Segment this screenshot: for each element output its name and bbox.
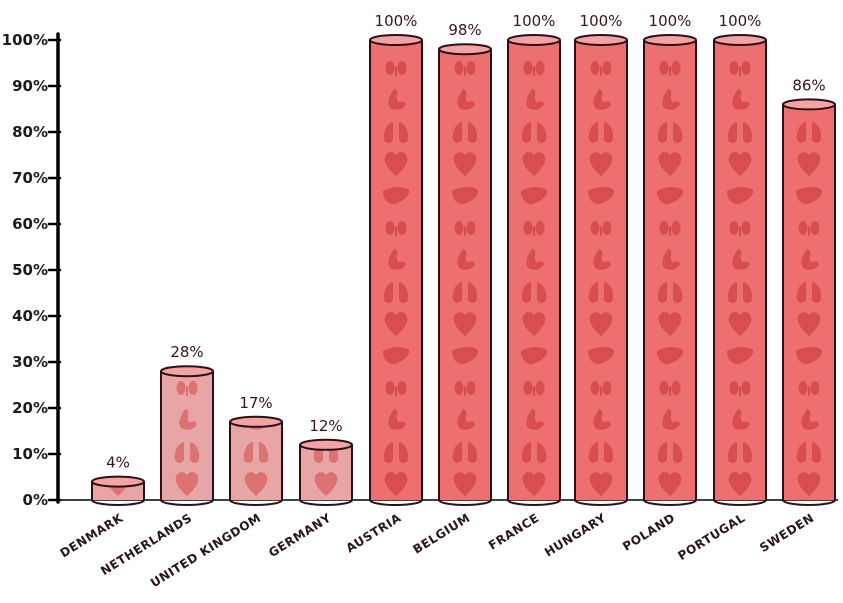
y-tick-label: 80% [12, 123, 48, 141]
bar-outline [229, 421, 283, 506]
y-tick-label: 30% [12, 353, 48, 371]
bar-cap [782, 98, 836, 111]
y-tick-label: 20% [12, 399, 48, 417]
bar: 100% [507, 12, 561, 506]
bar-cap [369, 34, 423, 46]
bar: 100% [369, 12, 423, 506]
bar: 17% [229, 394, 283, 506]
bar: 12% [299, 417, 353, 506]
bar-cap [713, 34, 767, 46]
bar-cap [229, 415, 283, 428]
category-label: BELGIUM [410, 511, 472, 557]
bar: 100% [713, 12, 767, 506]
data-label: 4% [106, 454, 130, 472]
bar-cap [507, 34, 561, 46]
category-label: SWEDEN [757, 511, 816, 555]
y-tick-label: 90% [12, 77, 48, 95]
bar-outline [369, 40, 423, 506]
bar-outline [574, 40, 628, 506]
category-label: AUSTRIA [344, 511, 404, 556]
data-label: 98% [448, 21, 481, 39]
category-label: UNITED KINGDOM [148, 511, 264, 590]
y-tick-label: 10% [12, 445, 48, 463]
bar: 86% [782, 76, 836, 506]
bars: 4% 28% 17% 12% 100% 98% 100% 100% 100% 100% 86% [91, 12, 836, 506]
y-tick-label: 40% [12, 307, 48, 325]
bar-cap [299, 438, 353, 451]
bar-cap [160, 365, 214, 378]
bar: 100% [643, 12, 697, 506]
y-tick-label: 70% [12, 169, 48, 187]
data-label: 86% [792, 76, 825, 94]
category-label: HUNGARY [542, 511, 609, 560]
data-label: 17% [239, 394, 272, 412]
y-tick-label: 0% [23, 491, 48, 509]
bar-cap [91, 475, 145, 488]
data-label: 100% [580, 12, 623, 30]
bar-cap [438, 43, 492, 56]
category-label: PORTUGAL [675, 511, 747, 563]
y-tick-label: 50% [12, 261, 48, 279]
bar-outline [782, 104, 836, 506]
category-label: GERMANY [266, 511, 333, 560]
data-label: 100% [719, 12, 762, 30]
bar-outline [299, 444, 353, 506]
data-label: 100% [649, 12, 692, 30]
bar-outline [507, 40, 561, 506]
data-label: 100% [375, 12, 418, 30]
bar-cap [574, 34, 628, 46]
bar-cap [643, 34, 697, 46]
category-label: FRANCE [486, 511, 542, 553]
bar-outline [713, 40, 767, 506]
category-label: DENMARK [58, 511, 126, 561]
y-axis: 0% 10% 20% 30% 40% 50% 60% 70% 80% 90% 100% [2, 31, 838, 509]
bar-body [439, 49, 491, 500]
bar: 4% [91, 454, 145, 506]
y-tick-label: 60% [12, 215, 48, 233]
data-label: 12% [309, 417, 342, 435]
bar-outline [438, 49, 492, 506]
y-tick-label: 100% [2, 31, 48, 49]
bar: 28% [160, 343, 214, 506]
bar-outline [91, 481, 145, 506]
category-label: POLAND [620, 511, 677, 554]
bar: 98% [438, 21, 492, 506]
data-label: 100% [513, 12, 556, 30]
data-label: 28% [170, 343, 203, 361]
bar: 100% [574, 12, 628, 506]
bar-outline [160, 371, 214, 506]
bar-outline [643, 40, 697, 506]
